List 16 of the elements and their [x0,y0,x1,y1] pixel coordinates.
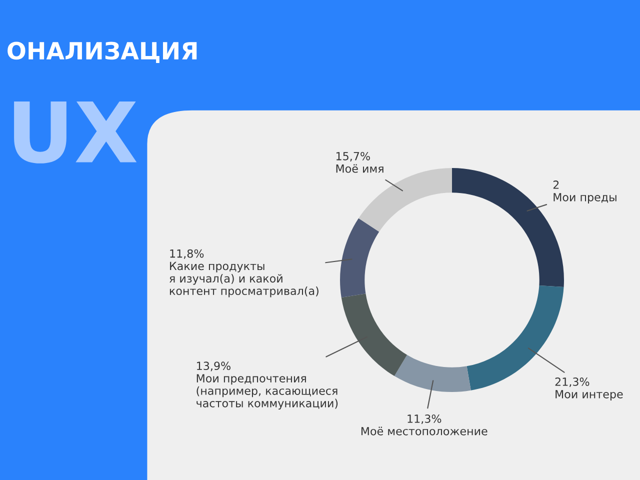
donut-slice [340,218,380,298]
slice-label: Мои интере [556,390,623,401]
slice-label: Мои предпочтения (например, касающиеся частоты коммуникации) [196,374,338,410]
data-label: 11,8% [170,249,204,259]
slice-label: Моё местоположение [361,426,488,436]
slice-label: Моё имя [336,164,384,173]
slice-label: 2 Мои преды [553,180,616,204]
donut-slice [394,354,471,392]
text: UX [14,101,137,164]
data-label: 15,7% [336,152,370,162]
data-label: 13,9% [197,362,230,372]
data-label: 21,3% [555,378,590,388]
donut-slice [358,168,452,232]
chart-title: ОНАЛИЗАЦИЯ [8,42,197,64]
data-label: 11,3% [408,414,442,424]
slice-label: Какие продукты я изучал(а) и какой контент просматривал(а) [170,262,318,298]
